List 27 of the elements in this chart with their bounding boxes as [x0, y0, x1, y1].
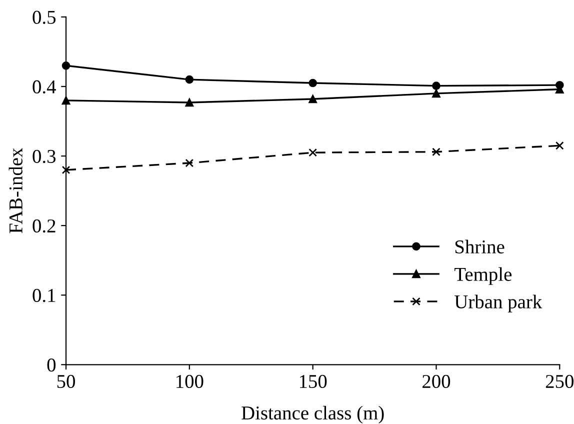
x-axis-title: Distance class (m) [242, 406, 384, 424]
y-tick-label: 0.2 [32, 219, 56, 233]
legend-label: Temple [454, 267, 512, 285]
point [308, 94, 317, 104]
y-tick-label: 0.4 [32, 80, 56, 94]
point [185, 75, 194, 84]
x-tick-label: 200 [422, 374, 450, 388]
y-tick-label: 0.3 [32, 150, 56, 164]
point [185, 158, 194, 168]
x-tick-label: 150 [300, 374, 327, 388]
point [432, 148, 440, 156]
point [432, 89, 440, 98]
y-tick-label: 0.1 [32, 288, 56, 302]
y-tick-label: 0.5 [32, 10, 56, 24]
point [555, 141, 564, 150]
x-tick-label: 100 [176, 374, 204, 388]
x-tick-label: 250 [546, 374, 574, 388]
y-axis-title: FAB-index [8, 148, 22, 234]
point [308, 78, 317, 88]
point [308, 148, 317, 157]
point [62, 166, 70, 174]
x-tick-label: 50 [57, 374, 75, 388]
point [432, 82, 440, 90]
legend-label: Shrine [455, 240, 504, 254]
point [185, 98, 194, 107]
legend-label: Urban park [454, 294, 542, 312]
y-tick-label: 0 [47, 358, 56, 372]
